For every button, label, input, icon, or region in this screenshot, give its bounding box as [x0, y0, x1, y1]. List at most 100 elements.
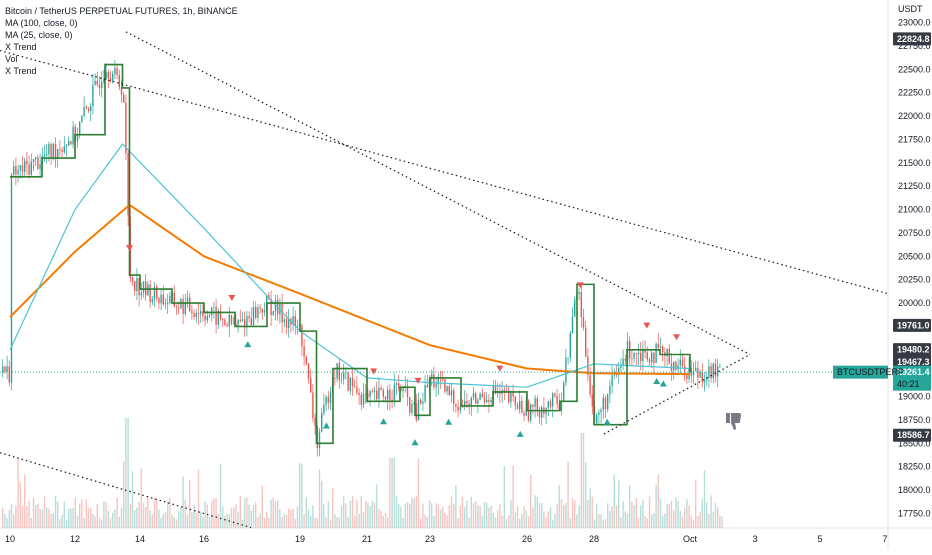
candle-body [222, 318, 224, 320]
volume-bar [541, 503, 543, 528]
volume-bar [530, 474, 532, 528]
volume-bar [475, 501, 477, 528]
chart-legend: Bitcoin / TetherUS PERPETUAL FUTURES, 1h… [5, 5, 238, 77]
volume-bar [613, 475, 615, 528]
candle-body [651, 352, 653, 363]
volume-bar [378, 508, 380, 528]
volume-bar [340, 505, 343, 528]
volume-bar [486, 502, 488, 528]
volume-bar [85, 499, 87, 528]
volume-bar [426, 517, 428, 528]
volume-bar [356, 500, 358, 528]
candle-body [189, 297, 191, 311]
candle-body [325, 396, 327, 405]
symbol-tag: BTCUSDTPERP [833, 365, 904, 379]
volume-bar [677, 500, 679, 528]
x-tick-label: 26 [522, 534, 532, 544]
volume-bar [519, 518, 521, 528]
candle-body [54, 144, 57, 158]
volume-bar [470, 496, 472, 528]
volume-bar [259, 513, 261, 528]
volume-bar [395, 496, 398, 528]
volume-bar [351, 495, 354, 528]
volume-bar [151, 514, 153, 528]
volume-bar [336, 517, 338, 528]
candle-body [206, 316, 208, 321]
y-tick-label: 18500.0 [898, 438, 931, 448]
volume-bar [109, 517, 112, 528]
candle-body [345, 372, 347, 374]
y-tick-label: 19000.0 [898, 392, 931, 402]
candle-body [68, 141, 70, 146]
candle-body [637, 352, 640, 355]
volume-bar [274, 501, 277, 528]
volume-bar [604, 519, 607, 528]
volume-bar [389, 458, 391, 528]
candle-body [591, 394, 593, 407]
volume-bar [635, 497, 637, 528]
volume-bar [615, 505, 618, 528]
volume-bar [197, 469, 200, 528]
candle-body [541, 407, 543, 418]
volume-bar [252, 505, 255, 528]
volume-bar [545, 517, 547, 528]
candle-body [50, 143, 52, 158]
level-19761-tag: 19761.0 [893, 318, 931, 332]
volume-bar [343, 496, 345, 528]
candle-body [600, 409, 602, 413]
candle-body [211, 307, 213, 315]
ma25-line [9, 143, 691, 388]
candle-body [140, 292, 142, 296]
x-tick-label: 16 [199, 534, 209, 544]
candle-body [283, 319, 285, 323]
candle-body [376, 390, 378, 399]
legend-xtrend[interactable]: X Trend [5, 42, 37, 52]
volume-bar [329, 519, 332, 528]
legend-xtrend-2[interactable]: X Trend [5, 66, 37, 76]
volume-bar [321, 480, 323, 528]
candle-body [644, 350, 646, 353]
volume-bar [580, 433, 582, 528]
volume-bar [248, 504, 250, 528]
volume-bar [178, 511, 180, 528]
volume-bar [255, 502, 257, 528]
buy-signal-marker [380, 418, 387, 425]
volume-bar [94, 516, 96, 528]
legend-ma25[interactable]: MA (25, close, 0) [5, 30, 73, 40]
last-price-tag: 19261.4 40:21 [893, 365, 931, 391]
volume-bar [516, 506, 519, 528]
candle-body [692, 371, 695, 376]
volume-bar [600, 514, 602, 528]
candle-body [582, 317, 585, 328]
candle-body [37, 157, 39, 169]
volume-bar [409, 503, 411, 528]
candle-body [70, 141, 72, 145]
candle-body [442, 378, 444, 380]
candle-body [483, 397, 486, 403]
volume-bar [349, 501, 351, 528]
y-tick-label: 21000.0 [898, 205, 931, 215]
volume-bar [360, 496, 362, 528]
volume-bar [103, 501, 105, 528]
candle-body [681, 359, 684, 367]
candle-body [549, 401, 552, 407]
volume-bar [428, 499, 431, 528]
volume-bar [145, 506, 147, 528]
volume-bar [664, 513, 666, 528]
candle-body [431, 374, 433, 379]
candle-body [455, 403, 457, 407]
candle-body [426, 385, 428, 388]
x-tick-label: Oct [683, 534, 698, 544]
volume-bar [505, 519, 508, 528]
x-tick-label: 21 [362, 534, 372, 544]
volume-bar [631, 501, 633, 528]
volume-bar [598, 514, 600, 528]
volume-bar [402, 518, 404, 528]
legend-ma100[interactable]: MA (100, close, 0) [5, 18, 78, 28]
volume-bar [710, 495, 712, 528]
legend-vol[interactable]: Vol [5, 54, 18, 64]
candle-body [120, 86, 123, 95]
candle-body [105, 71, 107, 80]
